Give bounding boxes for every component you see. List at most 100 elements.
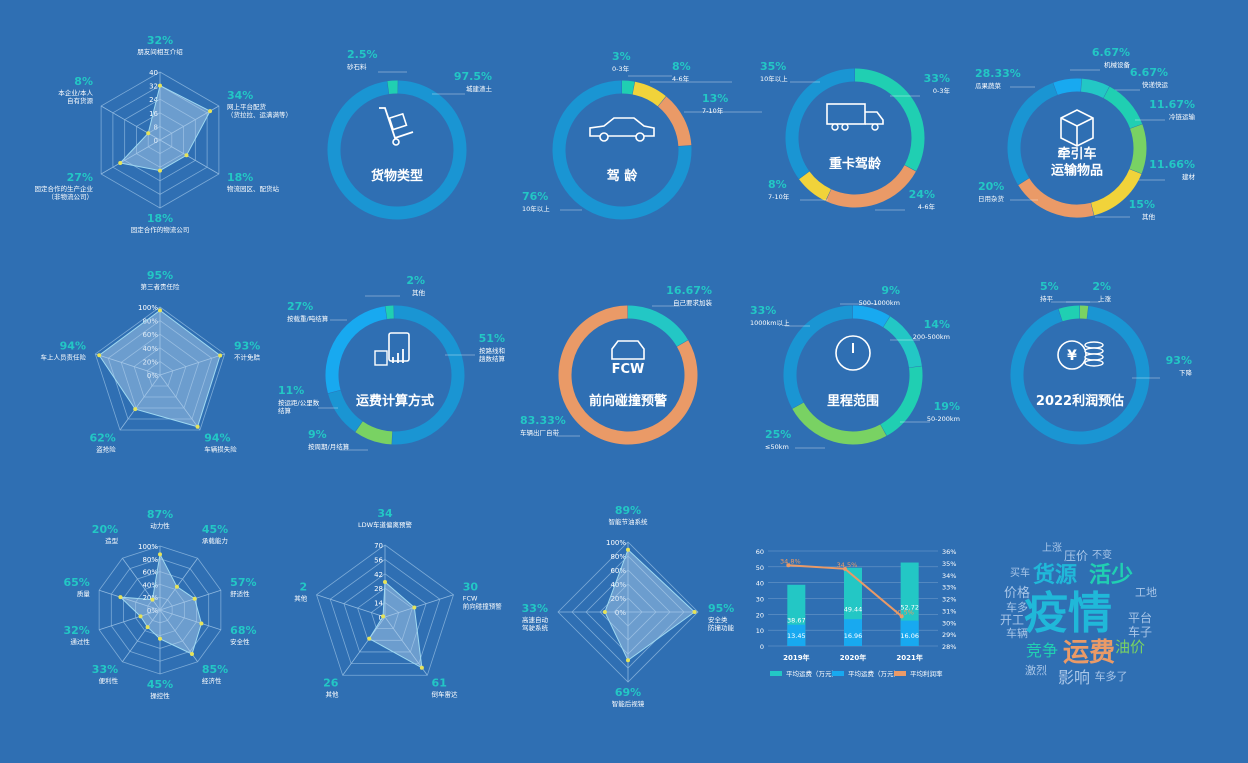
slice-label: 50-200km [927, 415, 960, 423]
donut-center-title: 2022利润预估 [1036, 393, 1124, 409]
cart-icon [379, 108, 413, 138]
radar-point [185, 153, 189, 157]
donut-slice [628, 312, 682, 343]
y2-tick-label: 30% [942, 619, 956, 627]
donut-slice [1136, 126, 1140, 171]
slice-label: 500-1000km [859, 299, 900, 307]
radar-axis-percent: 34% [227, 89, 253, 102]
radar-tick-label: 100% [606, 539, 626, 547]
car-wheel-shape [636, 133, 644, 141]
word-cloud-term: 上涨 [1042, 542, 1062, 554]
slice-percent: 5% [1040, 280, 1059, 293]
radar-tick-label: 80% [142, 556, 158, 564]
slice-label: 10年以上 [522, 204, 550, 213]
radar-axis-percent: 33% [522, 602, 548, 615]
slice-label: 机械设备 [1104, 60, 1131, 69]
radar-point [383, 580, 387, 584]
radar-tick-label: 70 [374, 542, 383, 550]
radar2-radar: 100%80%60%40%20%0%95%第三者责任险93%不计免赔94%车辆损… [41, 269, 261, 453]
y-tick-label: 0 [760, 643, 764, 651]
slice-label: 按周期/月结算 [308, 442, 350, 451]
slice-label: 0-3年 [933, 86, 951, 95]
word-cloud-term: 油价 [1115, 638, 1145, 656]
word-cloud-term: 疫情 [1024, 588, 1112, 639]
legend-swatch [832, 671, 844, 676]
truck-wheel-shape [872, 124, 878, 130]
radar5-radar: 100%80%60%40%20%0%89%智能节油系统95%安全类防撞功能69%… [522, 504, 735, 708]
word-cloud-term: 影响 [1058, 668, 1090, 687]
radar-point [150, 598, 154, 602]
bar-value-label: 13.45 [787, 632, 806, 640]
legend-label: 平均运费（万元） [848, 669, 900, 678]
slice-percent: 3% [612, 50, 631, 63]
word-cloud-term: 不变 [1092, 548, 1112, 561]
slice-label: 1000km以上 [750, 318, 790, 327]
donut5-donut: 2%其他51%按路线和趟数结算9%按周期/月结算11%按运距/公里数结算27%按… [278, 274, 506, 451]
slice-percent: 51% [479, 332, 505, 345]
radar-axis-label: LDW车道偏离预警 [358, 520, 413, 529]
box-icon [1061, 110, 1093, 146]
y2-tick-label: 28% [942, 643, 956, 651]
slice-percent: 28.33% [975, 67, 1021, 80]
slice-label: 冷链运输 [1169, 112, 1196, 121]
radar-axis-percent: 18% [227, 171, 253, 184]
radar-axis-label: 其他 [294, 593, 308, 602]
radar-axis-percent: 33% [92, 663, 118, 676]
slice-label: 自己要求加装 [673, 298, 713, 307]
slice-label: 其他 [1142, 212, 1156, 221]
slice-label: 车辆出厂自带 [520, 428, 560, 437]
slice-percent: 11% [278, 384, 304, 397]
radar-axis-label: 质量 [77, 589, 91, 598]
legend-label: 平均利润率 [910, 669, 943, 678]
slice-percent: 13% [702, 92, 728, 105]
bar-value-label: 49.44 [844, 605, 863, 613]
radar-point [381, 614, 385, 618]
yen-symbol: ¥ [1067, 348, 1077, 364]
donut-slice [634, 88, 662, 101]
donut-center-title: 重卡驾龄 [829, 156, 882, 172]
cart-wheel-shape [393, 139, 399, 145]
radar-axis-percent: 45% [202, 523, 228, 536]
radar-point [199, 621, 203, 625]
radar-axis-percent: 93% [234, 340, 260, 353]
legend-swatch [894, 671, 906, 676]
radar-point [146, 625, 150, 629]
radar-axis-label: 第三者责任险 [141, 282, 181, 291]
radar-point [118, 161, 122, 165]
radar-point [420, 666, 424, 670]
radar-point [118, 595, 122, 599]
radar-point [193, 597, 197, 601]
donut-center-title: 驾 龄 [607, 168, 639, 184]
word-cloud-term: 车辆 [1006, 626, 1028, 640]
y-tick-label: 20 [756, 611, 764, 619]
radar-tick-label: 28 [374, 585, 383, 593]
cart-box-shape [389, 114, 406, 130]
combo-chart: 605040302010036%35%34%33%32%31%30%29%28%… [756, 548, 957, 678]
line-value-label: 34.5% [837, 561, 858, 569]
radar-axis-percent: 95% [708, 602, 734, 615]
radar-point [158, 84, 162, 88]
radar-axis-percent: 30 [463, 580, 479, 593]
slice-label: 按路线和趟数结算 [479, 346, 506, 363]
coin-stack-shape [1085, 342, 1103, 348]
slice-label: 建材 [1182, 172, 1196, 181]
slice-percent: 2% [406, 274, 425, 287]
word-cloud-term: 买车 [1010, 566, 1030, 579]
radar-axis-label: 舒适性 [230, 589, 250, 598]
slice-percent: 76% [522, 190, 548, 203]
radar-point [158, 637, 162, 641]
donut-slice [1055, 85, 1081, 89]
donut-slice [1017, 312, 1143, 438]
slice-percent: 20% [978, 180, 1004, 193]
radar-axis-percent: 45% [147, 678, 173, 691]
radar-axis-percent: 32% [147, 34, 173, 47]
word-cloud-term: 工地 [1135, 586, 1157, 599]
x-tick-label: 2019年 [783, 653, 809, 662]
y-tick-label: 10 [756, 627, 764, 635]
slice-percent: 15% [1129, 198, 1155, 211]
slice-label: 其他 [412, 288, 426, 297]
radar-axis-percent: 26 [323, 677, 339, 690]
radar-axis-label: 操控性 [150, 691, 170, 700]
